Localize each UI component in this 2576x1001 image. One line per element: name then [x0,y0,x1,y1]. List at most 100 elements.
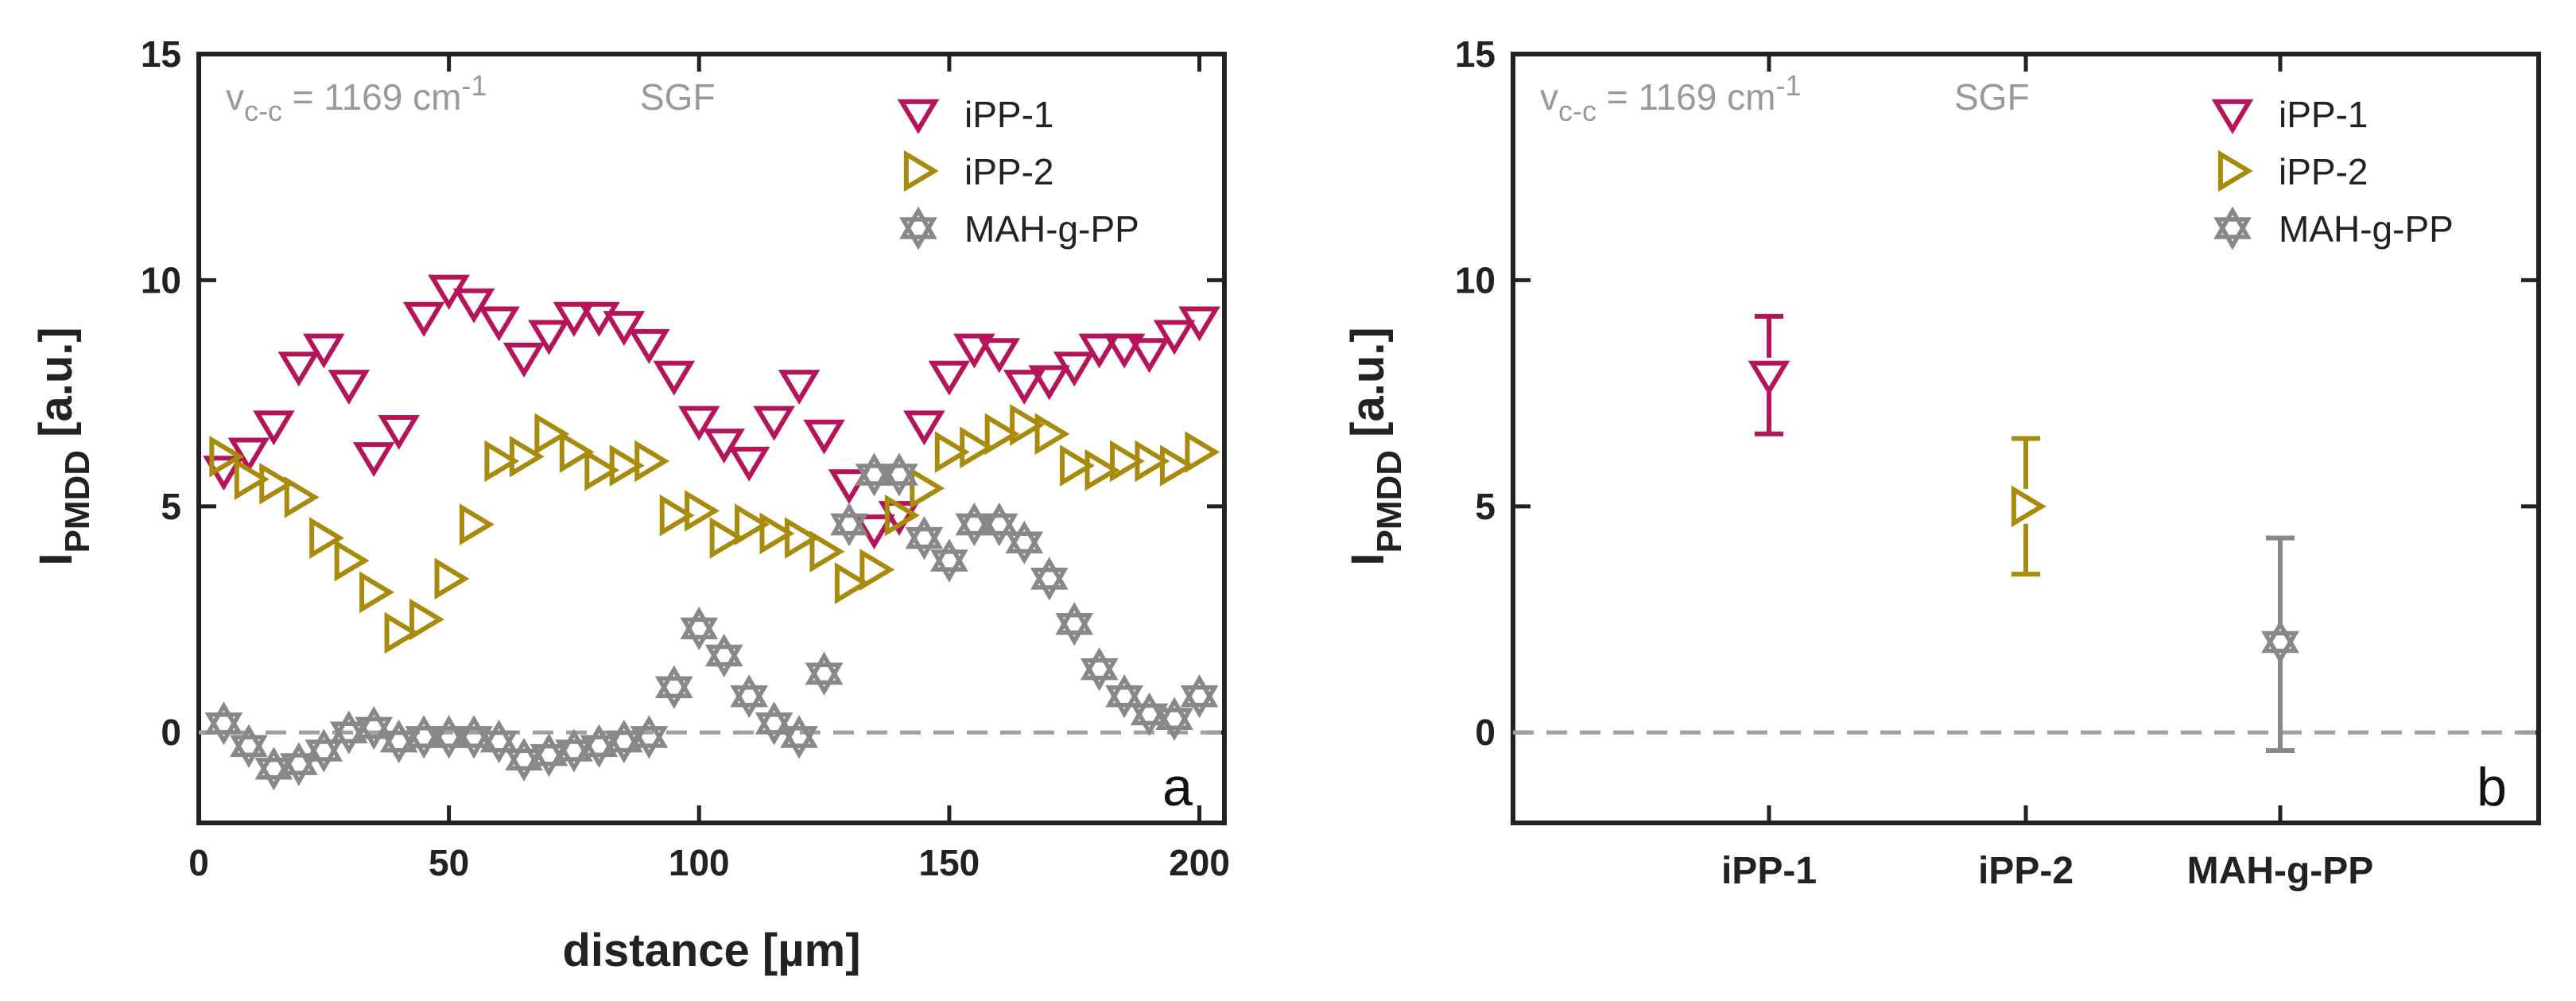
legend-label-ipp-1: iPP-1 [2279,94,2368,135]
data-point-ipp-1 [828,469,871,505]
data-point-ipp-2 [1084,449,1120,491]
panel-tag: a [1162,757,1193,817]
y-axis-label-subscript: PMDD [1370,450,1409,553]
data-point-mah-g-pp-down [830,513,868,547]
data-point-ipp-2 [284,476,320,518]
data-point-mah-g-pp [654,665,693,709]
axes-frame [196,52,1227,825]
data-point-mah-g-pp-up [1005,520,1044,554]
data-point-mah-g-pp [680,606,719,650]
data-point-ipp-1 [727,446,770,482]
data-point-mah-g-pp [730,674,769,719]
data-point-ipp-1 [953,333,995,369]
data-point-mah-g-pp-down [1080,658,1119,692]
data-point-ipp-2 [309,517,345,559]
data-point-mah-g-pp-down [1130,703,1169,737]
data-point-mah-g-pp-down [980,513,1018,547]
data-point-mah-g-pp-up [405,715,444,748]
data-point-mah-g-pp-up [830,502,868,536]
y-tick-label: 15 [1455,33,1496,75]
data-point-ipp-1 [578,301,620,337]
data-point-mah-g-pp [980,502,1018,547]
data-point-mah-g-pp [780,715,818,759]
data-point-ipp-1 [303,333,345,369]
data-point-mah-g-pp-up [704,633,743,667]
data-point-ipp-2 [484,440,520,483]
legend-marker-ipp-2 [2217,149,2253,192]
data-point-mah-g-pp-down [429,726,468,759]
annotation-superscript: -1 [461,69,487,102]
data-point-mah-g-pp-up [429,715,468,748]
mean-marker-mah-g-pp-up [2261,619,2299,654]
y-tick-label: 15 [141,33,181,75]
data-point-ipp-2 [1110,440,1145,483]
legend-label-mah-g-pp: MAH-g-PP [964,208,1139,250]
series-mah-g-pp [204,452,1219,791]
data-point-mah-g-pp-down [654,676,693,709]
data-point-ipp-2 [709,517,745,559]
data-point-mah-g-pp [630,715,669,759]
data-point-mah-g-pp-up [654,665,693,699]
data-point-ipp-1 [1053,351,1096,387]
data-point-ipp-2 [1034,413,1070,456]
data-point-ipp-2 [384,611,420,654]
data-point-mah-g-pp-down [1105,685,1144,719]
annotation-value: = 1169 cm [1596,76,1775,118]
data-point-mah-g-pp-up [555,728,593,762]
data-point-ipp-1 [903,410,945,446]
data-point-mah-g-pp-down [479,730,518,764]
data-point-mah-g-pp [755,701,793,746]
data-point-mah-g-pp-up [204,701,243,735]
series-ipp-1 [203,274,1220,550]
data-point-mah-g-pp [905,516,944,561]
data-point-ipp-2 [785,517,820,559]
errorbar-mah-g-pp [2261,535,2299,753]
data-point-mah-g-pp-down [780,726,818,759]
data-point-mah-g-pp-down [805,662,844,696]
data-point-ipp-1 [402,301,445,337]
y-tick-label: 10 [1455,259,1496,301]
data-point-ipp-2 [1159,444,1195,487]
data-point-mah-g-pp-up [1180,674,1219,708]
data-point-mah-g-pp-down [305,739,343,773]
data-point-ipp-2 [634,440,670,483]
data-point-mah-g-pp-up [855,452,894,486]
data-point-ipp-2 [234,458,270,500]
y-tick-label: 10 [141,259,181,301]
y-tick-label: 0 [161,712,181,753]
mean-marker-ipp-2 [2011,485,2046,528]
data-point-ipp-1 [553,301,596,337]
data-point-mah-g-pp-down [405,726,444,759]
data-point-ipp-2 [609,444,645,487]
data-point-ipp-1 [853,514,895,550]
data-point-mah-g-pp-up [230,724,268,758]
data-point-mah-g-pp-down [279,753,318,786]
data-point-ipp-2 [984,413,1020,456]
mean-marker-mah-g-pp-down [2261,630,2299,665]
data-point-ipp-1 [227,437,270,473]
legend-marker-mah-g-pp-down [899,217,937,250]
data-point-ipp-1 [528,320,570,355]
legend-label-mah-g-pp: MAH-g-PP [2279,208,2454,250]
category-label: MAH-g-PP [2187,850,2374,892]
data-point-mah-g-pp [1180,674,1219,719]
data-point-mah-g-pp [405,715,444,759]
series-ipp-2 [209,404,1220,654]
wavenumber-annotation: vc-c = 1169 cm-1 [226,69,487,127]
annotation-v: v [226,76,244,118]
annotation-value: = 1169 cm [282,76,461,118]
data-point-mah-g-pp-up [355,705,394,739]
data-point-ipp-1 [703,429,746,464]
data-point-ipp-2 [685,490,720,532]
data-point-ipp-2 [834,562,870,604]
legend-marker-mah-g-pp-up [899,206,937,239]
data-point-mah-g-pp-down [905,526,944,561]
data-point-ipp-1 [1103,333,1146,369]
data-point-mah-g-pp-up [505,737,543,771]
medium-annotation: SGF [640,76,716,118]
data-point-mah-g-pp [1030,557,1069,601]
data-point-mah-g-pp-down [1055,612,1094,646]
data-point-mah-g-pp-up [254,747,293,780]
category-label: iPP-2 [1978,850,2074,892]
